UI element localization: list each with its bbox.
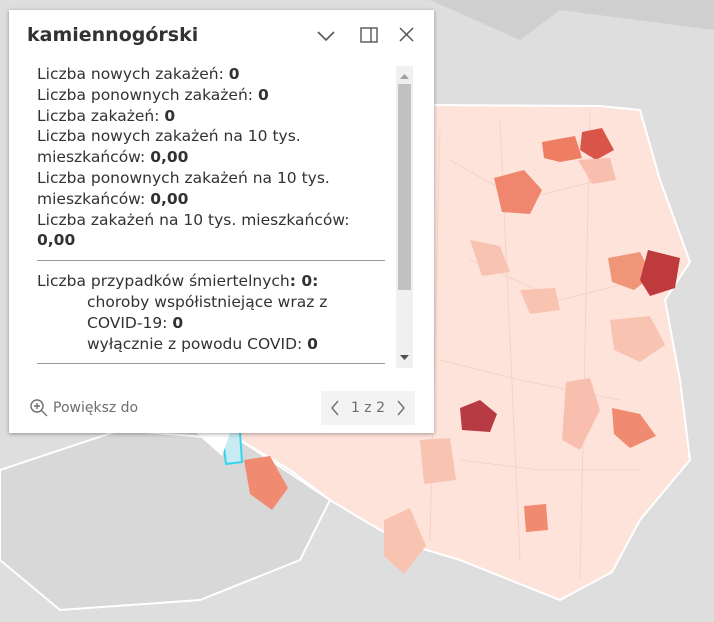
field-value: 0,00 bbox=[150, 189, 189, 208]
field-label: wyłącznie z powodu COVID: bbox=[87, 334, 303, 353]
field: Liczba zakażeń: 0 bbox=[37, 106, 385, 127]
pager-label: 1 z 2 bbox=[350, 400, 386, 416]
field-label: Liczba nowych zakażeń na 10 tys. mieszka… bbox=[37, 127, 301, 167]
field-label: Liczba ponownych zakażeń: bbox=[37, 85, 253, 104]
scrollbar[interactable] bbox=[396, 66, 413, 368]
field-label: Liczba nowych zakażeń: bbox=[37, 65, 224, 83]
collapse-button[interactable] bbox=[315, 24, 337, 46]
field-label: choroby współistniejące wraz z COVID-19: bbox=[87, 292, 328, 332]
field: Liczba ponownych zakażeń na 10 tys. mies… bbox=[37, 168, 385, 210]
field-value: : 0: bbox=[289, 272, 319, 291]
separator bbox=[37, 363, 385, 365]
pager: 1 z 2 bbox=[321, 391, 415, 425]
field-value: 0 bbox=[257, 85, 269, 104]
field-value: 0 bbox=[172, 313, 184, 332]
scroll-up[interactable] bbox=[396, 68, 413, 84]
separator bbox=[37, 260, 385, 262]
zoom-label: Powiększ do bbox=[53, 400, 139, 416]
dock-button[interactable] bbox=[359, 24, 379, 46]
field: Liczba nowych zakażeń: 0 bbox=[37, 64, 385, 85]
field: choroby współistniejące wraz z COVID-19:… bbox=[37, 292, 385, 334]
scroll-thumb[interactable] bbox=[398, 84, 411, 290]
field: Liczba nowych zakażeń na 10 tys. mieszka… bbox=[37, 126, 385, 168]
field-label: Liczba zakażeń na 10 tys. mieszkańców: bbox=[37, 210, 350, 229]
field: Liczba ponownych zakażeń: 0 bbox=[37, 85, 385, 106]
field-value: 0 bbox=[228, 65, 240, 83]
prev-button[interactable] bbox=[329, 399, 341, 417]
next-button[interactable] bbox=[395, 399, 407, 417]
field-value: 0,00 bbox=[150, 148, 189, 167]
field: Liczba zakażeń na 10 tys. mieszkańców: 0… bbox=[37, 210, 385, 252]
field-value: 0,00 bbox=[37, 231, 76, 250]
scroll-down[interactable] bbox=[396, 350, 413, 366]
zoom-to[interactable]: Powiększ do bbox=[29, 398, 138, 418]
popup-title: kamiennogórski bbox=[27, 24, 199, 46]
field-label: Liczba ponownych zakażeń na 10 tys. mies… bbox=[37, 168, 330, 208]
popup-content: Liczba nowych zakażeń: 0 Liczba ponownych… bbox=[37, 64, 385, 370]
field-value: 0 bbox=[164, 106, 176, 125]
field-value: 0 bbox=[307, 334, 318, 353]
close-button[interactable] bbox=[396, 24, 416, 46]
field-label: Liczba przypadków śmiertelnych bbox=[37, 272, 290, 291]
field: wyłącznie z powodu COVID: 0 bbox=[37, 334, 385, 355]
field-label: Liczba zakażeń: bbox=[37, 106, 160, 125]
zoom-icon bbox=[30, 399, 48, 417]
